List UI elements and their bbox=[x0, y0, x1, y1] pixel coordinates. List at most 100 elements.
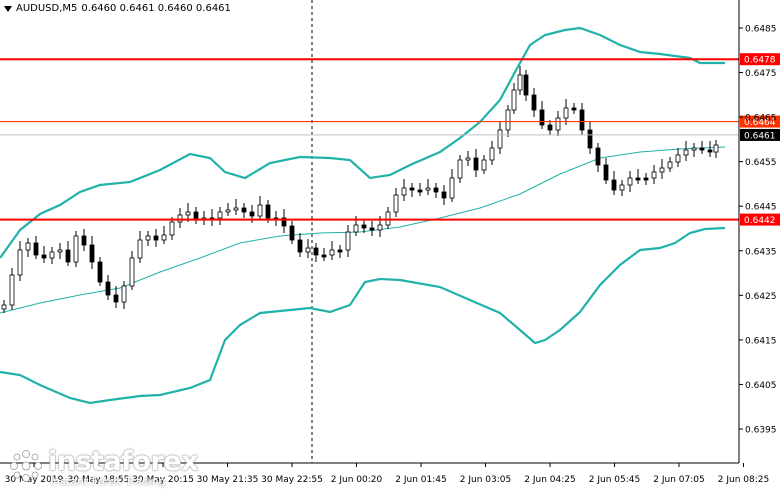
candle-body bbox=[281, 217, 287, 227]
candle-body bbox=[699, 147, 705, 151]
candle-body bbox=[555, 117, 561, 131]
candle-body bbox=[449, 177, 455, 199]
level-price-label: 0.6478 bbox=[744, 56, 776, 66]
candle-body bbox=[523, 74, 529, 96]
chart-title: AUDUSD,M5 0.6460 0.6461 0.6460 0.6461 bbox=[4, 3, 231, 14]
candle-body bbox=[345, 231, 351, 251]
candle-body bbox=[9, 274, 15, 306]
candle-body bbox=[329, 249, 335, 256]
watermark: instaforex Instant Forex Trading bbox=[0, 444, 199, 489]
candle-body bbox=[571, 107, 577, 111]
candle-body bbox=[241, 207, 247, 213]
candle-body bbox=[113, 294, 119, 303]
time-tick-label: 30 May 2019 bbox=[5, 475, 64, 485]
candle-body bbox=[137, 239, 143, 259]
watermark-tagline: Instant Forex Trading bbox=[50, 475, 166, 488]
level-price-tag bbox=[740, 53, 780, 66]
time-tick-label: 30 May 20:15 bbox=[132, 475, 194, 485]
candle-body bbox=[177, 214, 183, 223]
candle-body bbox=[505, 109, 511, 131]
candle-body bbox=[643, 177, 649, 181]
candle-body bbox=[57, 249, 63, 253]
time-tick-label: 2 Jun 05:45 bbox=[589, 475, 640, 485]
price-tick-label: 0.6425 bbox=[745, 292, 777, 302]
candle-body bbox=[539, 109, 545, 126]
candle-body bbox=[217, 211, 223, 219]
price-tick-label: 0.6405 bbox=[745, 381, 777, 391]
lower-band bbox=[0, 226, 726, 405]
candle-body bbox=[433, 187, 439, 193]
price-tick-label: 0.6465 bbox=[745, 114, 777, 124]
candle-body bbox=[353, 224, 359, 233]
candle-body bbox=[401, 187, 407, 196]
candle-body bbox=[713, 144, 719, 153]
price-tick-label: 0.6415 bbox=[745, 336, 777, 346]
candle-body bbox=[683, 149, 689, 156]
level-price-tag bbox=[740, 213, 780, 226]
candle-body bbox=[547, 124, 553, 131]
chevron-down-icon[interactable] bbox=[4, 5, 12, 12]
candle-body bbox=[337, 249, 343, 253]
level-price-tag bbox=[740, 115, 780, 128]
time-tick-label: 2 Jun 01:45 bbox=[395, 475, 446, 485]
time-tick-label: 30 May 21:35 bbox=[197, 475, 259, 485]
candle-body bbox=[409, 187, 415, 191]
candle-body bbox=[305, 247, 311, 253]
candle-body bbox=[25, 242, 31, 251]
candle-body bbox=[169, 221, 175, 236]
candle-body bbox=[667, 161, 673, 169]
candle-body bbox=[153, 235, 159, 241]
candle-body bbox=[619, 184, 625, 191]
candle-body bbox=[441, 191, 447, 199]
time-tick-label: 2 Jun 04:25 bbox=[524, 475, 575, 485]
candle-body bbox=[603, 164, 609, 181]
candle-body bbox=[707, 149, 713, 153]
candle-body bbox=[369, 227, 375, 231]
candle-body bbox=[249, 211, 255, 217]
level-price-label: 0.6464 bbox=[744, 118, 776, 128]
candle-body bbox=[233, 207, 239, 211]
candle-body bbox=[595, 147, 601, 166]
candle-body bbox=[635, 177, 641, 181]
candle-body bbox=[33, 242, 39, 256]
candle-body bbox=[65, 249, 71, 263]
candle-body bbox=[313, 247, 319, 256]
candle-body bbox=[41, 254, 47, 259]
time-tick-label: 2 Jun 00:20 bbox=[331, 475, 383, 485]
candle-body bbox=[659, 167, 665, 173]
candle-body bbox=[465, 157, 471, 161]
candle-body bbox=[385, 211, 391, 226]
current-price-tag bbox=[740, 128, 780, 141]
candle-body bbox=[377, 224, 383, 231]
time-tick-label: 30 May 18:55 bbox=[68, 475, 130, 485]
time-tick-label: 30 May 22:55 bbox=[261, 475, 323, 485]
candle-body bbox=[17, 249, 23, 276]
candle-body bbox=[627, 177, 633, 186]
candle-body bbox=[321, 254, 327, 258]
candle-body bbox=[73, 235, 79, 263]
candle-body bbox=[97, 261, 103, 283]
time-tick-label: 2 Jun 08:25 bbox=[718, 475, 769, 485]
candle-body bbox=[675, 154, 681, 163]
candle-body bbox=[651, 171, 657, 179]
candle-body bbox=[161, 234, 167, 241]
price-tick-label: 0.6485 bbox=[745, 25, 777, 35]
logo-icon bbox=[10, 450, 42, 482]
candle-body bbox=[563, 107, 569, 119]
candle-body bbox=[289, 225, 295, 241]
upper-band bbox=[0, 26, 725, 259]
candle-body bbox=[517, 74, 523, 91]
candle-body bbox=[361, 224, 367, 229]
time-tick-label: 2 Jun 07:05 bbox=[653, 475, 704, 485]
watermark-brand: instaforex bbox=[48, 446, 199, 477]
candle-body bbox=[89, 244, 95, 263]
candle-body bbox=[481, 159, 487, 171]
candle-body bbox=[225, 209, 231, 213]
candle-body bbox=[531, 94, 537, 111]
price-tick-label: 0.6395 bbox=[745, 426, 777, 436]
current-price-label: 0.6461 bbox=[744, 131, 776, 141]
level-price-label: 0.6442 bbox=[744, 216, 776, 226]
candle-body bbox=[1, 304, 7, 310]
